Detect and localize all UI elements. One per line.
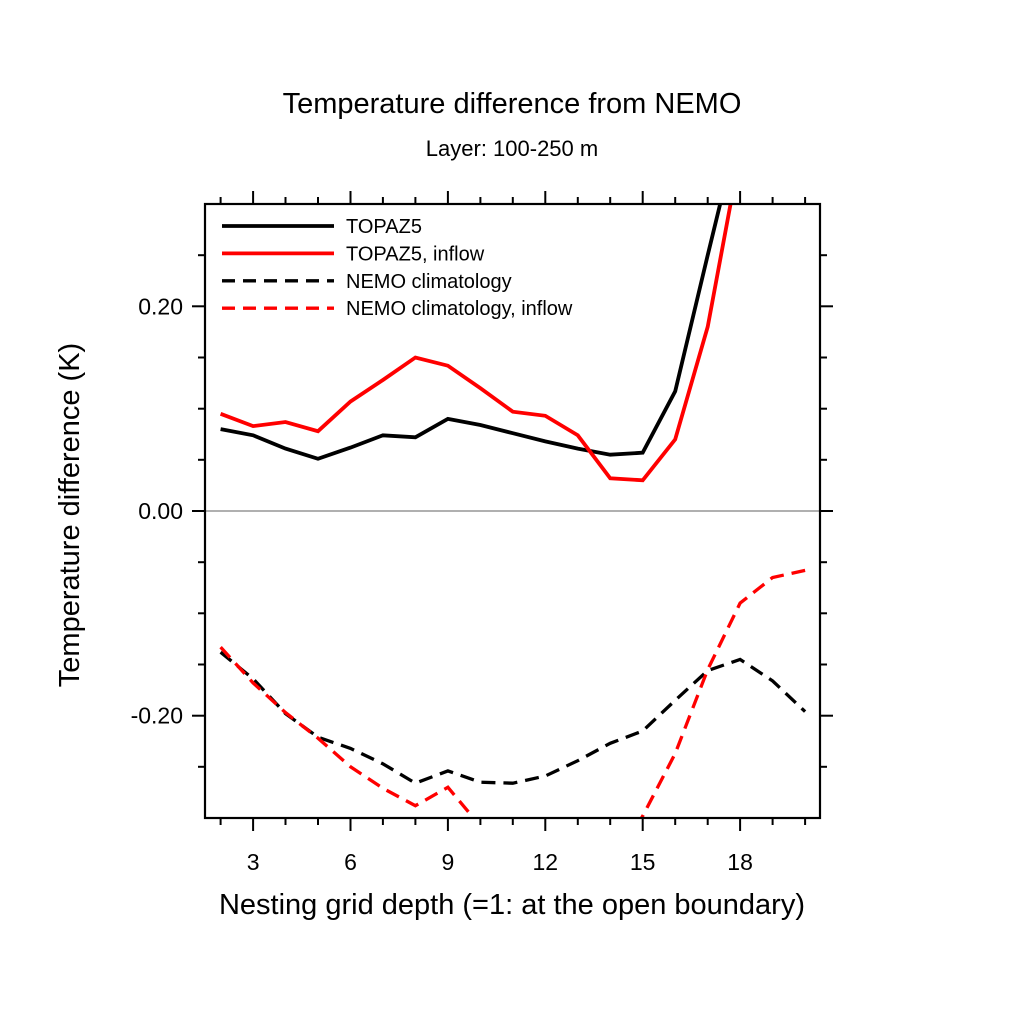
chart-subtitle: Layer: 100-250 m (425, 136, 599, 161)
legend-label: NEMO climatology, inflow (346, 298, 573, 320)
x-tick-label: 12 (533, 849, 559, 875)
x-axis-label: Nesting grid depth (=1: at the open boun… (218, 889, 806, 921)
legend-label: TOPAZ5 (346, 216, 422, 238)
legend: TOPAZ5 TOPAZ5, inflow NEMO climatology NEMO… (222, 216, 573, 320)
chart-title: Temperature difference from NEMO (282, 88, 742, 120)
series-line-nemo-climatology-inflow (219, 568, 806, 818)
y-tick-label: 0.00 (138, 498, 183, 524)
legend-label: NEMO climatology (346, 271, 512, 293)
series-line-nemo-climatology (219, 650, 807, 786)
series-line-topaz5 (220, 204, 723, 461)
legend-label: TOPAZ5, inflow (346, 243, 485, 265)
y-tick-label: 0.20 (138, 293, 183, 319)
x-tick-label: 15 (630, 849, 656, 875)
x-tick-label: 6 (344, 849, 357, 875)
x-tick-label: 9 (442, 849, 455, 875)
y-tick-label: -0.20 (131, 703, 183, 729)
series-line-topaz5-inflow (219, 204, 733, 483)
x-tick-label: 18 (727, 849, 753, 875)
x-tick-label: 3 (247, 849, 260, 875)
series-group (219, 204, 807, 818)
